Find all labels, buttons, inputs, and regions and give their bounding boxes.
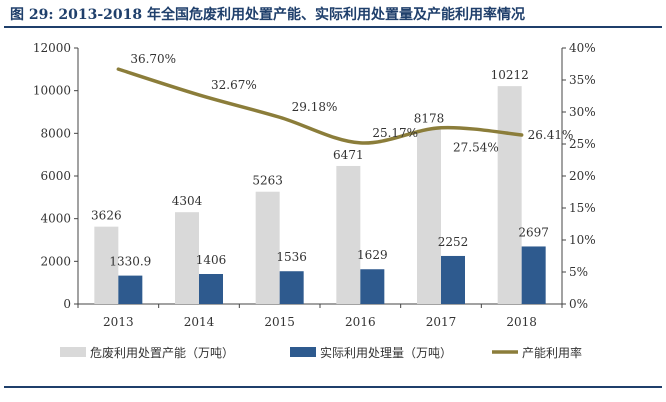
right-tick-label: 15% [569, 201, 596, 215]
bar-capacity [336, 165, 361, 304]
bar-actual-label: 2252 [438, 235, 469, 249]
bar-actual [521, 246, 546, 304]
bar-capacity-label: 8178 [414, 112, 445, 126]
right-tick-label: 5% [569, 265, 588, 279]
utilization-label: 29.18% [292, 100, 338, 114]
x-tick-label: 2013 [103, 315, 134, 329]
bottom-rule [4, 386, 662, 388]
right-tick-label: 0% [569, 297, 588, 311]
utilization-label: 32.67% [211, 78, 257, 92]
bar-actual-label: 1406 [196, 253, 227, 267]
bar-actual [441, 255, 465, 304]
left-tick-label: 12000 [33, 41, 71, 55]
x-tick-label: 2015 [264, 315, 295, 329]
left-tick-label: 6000 [40, 169, 71, 183]
utilization-label: 25.17% [372, 126, 418, 140]
right-tick-label: 30% [569, 105, 596, 119]
bar-actual [199, 274, 223, 304]
bar-actual-label: 1330.9 [109, 255, 151, 269]
utilization-label: 36.70% [130, 52, 176, 66]
legend-swatch-capacity [60, 347, 86, 357]
bar-capacity [255, 191, 280, 304]
top-rule [4, 26, 662, 28]
legend-label-actual: 实际利用处理量（万吨） [320, 345, 452, 360]
bar-capacity [175, 212, 199, 304]
bar-actual-label: 1629 [357, 248, 388, 262]
legend-label-utilization: 产能利用率 [522, 345, 582, 360]
right-tick-label: 20% [569, 169, 596, 183]
right-tick-label: 10% [569, 233, 596, 247]
legend-label-capacity: 危废利用处置产能（万吨） [90, 345, 234, 360]
bar-capacity-label: 5263 [252, 174, 283, 188]
bar-capacity [94, 226, 119, 304]
bar-capacity [497, 86, 522, 304]
legend-swatch-actual [290, 347, 316, 357]
bar-capacity-label: 4304 [172, 194, 203, 208]
x-tick-label: 2018 [506, 315, 537, 329]
bar-actual [279, 271, 304, 304]
right-tick-label: 40% [569, 41, 596, 55]
right-tick-label: 25% [569, 137, 596, 151]
left-tick-label: 8000 [40, 126, 71, 140]
figure-title: 图 29: 2013-2018 年全国危废利用处置产能、实际利用处置量及产能利用… [10, 7, 526, 23]
left-tick-label: 2000 [40, 254, 71, 268]
utilization-line [116, 67, 524, 145]
x-tick-label: 2016 [345, 315, 376, 329]
bar-capacity-label: 3626 [91, 209, 122, 223]
left-tick-label: 4000 [40, 212, 71, 226]
bar-capacity-label: 6471 [333, 148, 364, 162]
x-tick-label: 2014 [184, 315, 215, 329]
bar-actual-label: 2697 [518, 225, 549, 239]
bar-actual [360, 269, 385, 304]
bar-capacity-label: 10212 [491, 68, 529, 82]
left-tick-label: 0 [63, 297, 71, 311]
bar-capacity [417, 129, 441, 304]
bar-actual [118, 275, 143, 304]
x-tick-label: 2017 [426, 315, 457, 329]
bar-actual-label: 1536 [276, 250, 307, 264]
utilization-label: 26.41% [528, 128, 574, 142]
right-tick-label: 35% [569, 73, 596, 87]
utilization-label: 27.54% [453, 141, 499, 155]
left-tick-label: 10000 [33, 84, 71, 98]
